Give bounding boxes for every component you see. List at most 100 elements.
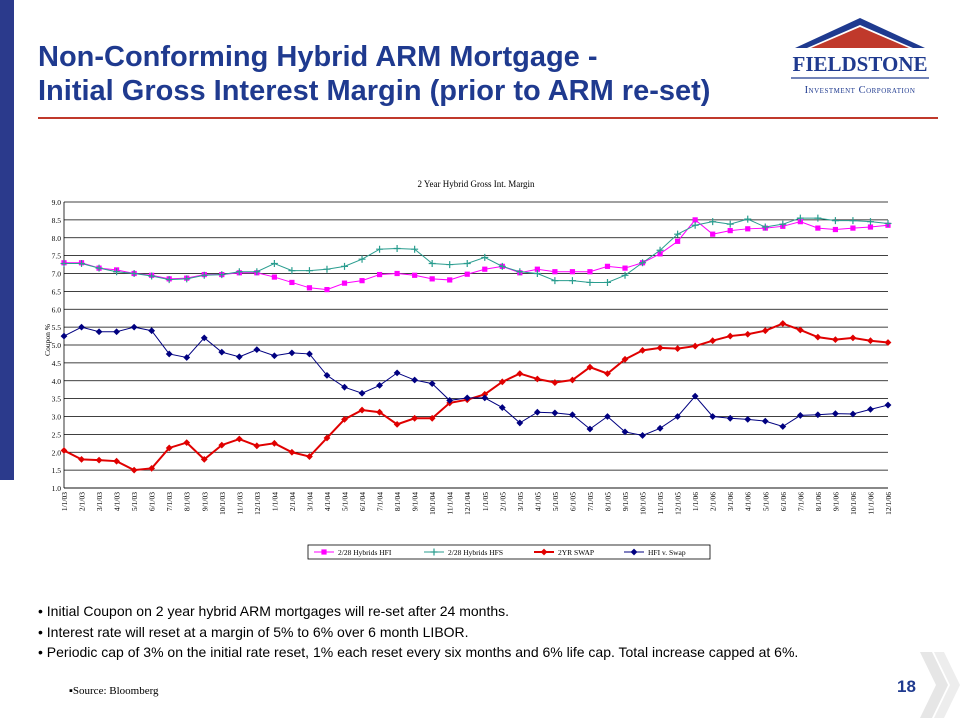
bullet-text: Periodic cap of 3% on the initial rate r…: [46, 644, 799, 660]
data-point-2-28-hybrids-hfs: [78, 259, 86, 267]
data-point-2-28-hybrids-hfs: [393, 244, 401, 252]
x-tick-label: 5/1/03: [130, 492, 139, 511]
x-tick-label: 2/1/03: [78, 492, 87, 511]
data-point-2yr-swap: [393, 420, 401, 428]
data-point-2yr-swap: [884, 339, 892, 346]
data-point-2-28-hybrids-hfs: [148, 272, 156, 280]
data-point-2-28-hybrids-hfs: [130, 270, 138, 277]
y-tick-label: 1.0: [52, 484, 62, 493]
data-point-2yr-swap: [95, 456, 103, 464]
data-point-hfi-v-swap: [288, 349, 296, 357]
x-tick-label: 1/1/06: [691, 492, 700, 511]
data-point-2-28-hybrids-hfi: [324, 286, 330, 293]
data-point-2yr-swap: [60, 447, 68, 454]
data-point-2yr-swap: [744, 330, 752, 338]
legend-label: 2/28 Hybrids HFI: [338, 548, 392, 557]
x-tick-label: 9/1/05: [621, 492, 630, 511]
x-tick-label: 6/1/04: [358, 492, 367, 511]
data-point-hfi-v-swap: [306, 350, 313, 358]
data-point-2yr-swap: [867, 337, 874, 345]
x-tick-label: 2/1/04: [288, 492, 297, 511]
chart-container: 2 Year Hybrid Gross Int. Margin 1.0 1.5 2.0…: [30, 175, 910, 570]
x-tick-label: 2/1/05: [498, 492, 507, 511]
x-tick-label: 10/1/03: [218, 492, 227, 515]
data-point-2-28-hybrids-hfs: [60, 259, 68, 267]
data-point-2yr-swap: [726, 332, 734, 340]
data-point-2-28-hybrids-hfi: [675, 238, 681, 244]
data-point-2-28-hybrids-hfs: [463, 259, 471, 267]
x-tick-label: 10/1/04: [428, 492, 437, 515]
data-point-hfi-v-swap: [200, 334, 208, 342]
data-point-2yr-swap: [586, 363, 594, 371]
data-point-2yr-swap: [516, 370, 524, 377]
legend-label: 2YR SWAP: [558, 548, 594, 557]
x-tick-label: 1/1/03: [60, 492, 69, 511]
data-point-hfi-v-swap: [586, 425, 594, 433]
x-tick-label: 8/1/04: [393, 492, 402, 511]
data-point-2-28-hybrids-hfi: [604, 263, 611, 269]
data-point-2-28-hybrids-hfi: [832, 226, 839, 233]
data-point-2yr-swap: [639, 346, 646, 354]
data-point-2-28-hybrids-hfi: [587, 269, 593, 275]
x-tick-label: 2/1/06: [709, 492, 718, 511]
bullet-item: • Interest rate will reset at a margin o…: [38, 623, 469, 640]
data-point-hfi-v-swap: [130, 323, 138, 331]
data-point-hfi-v-swap: [516, 419, 524, 427]
legend-marker: [630, 548, 638, 556]
data-point-2-28-hybrids-hfs: [235, 268, 243, 276]
data-point-2-28-hybrids-hfi: [447, 277, 453, 283]
data-point-2-28-hybrids-hfs: [709, 218, 717, 226]
bullet-text: Interest rate will reset at a margin of …: [46, 623, 469, 640]
data-point-2yr-swap: [78, 456, 85, 463]
data-point-2yr-swap: [288, 448, 296, 456]
data-point-hfi-v-swap: [656, 424, 664, 432]
data-point-hfi-v-swap: [726, 414, 734, 422]
bullet-text: Initial Coupon on 2 year hybrid ARM mort…: [46, 603, 510, 619]
x-tick-label: 5/1/04: [341, 492, 350, 511]
data-point-2-28-hybrids-hfs: [744, 215, 752, 223]
data-point-hfi-v-swap: [691, 392, 699, 400]
data-point-2yr-swap: [235, 435, 243, 443]
data-point-hfi-v-swap: [463, 394, 471, 402]
data-point-2-28-hybrids-hfs: [481, 253, 489, 261]
data-point-2-28-hybrids-hfs: [446, 261, 454, 269]
data-point-2yr-swap: [306, 453, 313, 460]
x-tick-label: 1/1/04: [270, 492, 279, 511]
data-point-2-28-hybrids-hfi: [710, 231, 716, 237]
data-point-2yr-swap: [779, 320, 787, 327]
logo-name: FIELDSTONE: [793, 52, 928, 76]
y-tick-label: 9.0: [52, 198, 62, 207]
data-point-2yr-swap: [709, 337, 717, 345]
data-point-2-28-hybrids-hfs: [358, 255, 366, 263]
data-point-2yr-swap: [428, 414, 436, 422]
data-point-hfi-v-swap: [78, 323, 85, 331]
y-tick-label: 4.5: [52, 359, 62, 368]
data-point-2yr-swap: [270, 439, 278, 447]
data-point-hfi-v-swap: [533, 408, 541, 416]
legend-label: HFI v. Swap: [648, 548, 686, 557]
data-point-2-28-hybrids-hfi: [815, 225, 821, 231]
x-tick-label: 8/1/05: [603, 492, 612, 511]
logo-roof-outer: [795, 18, 925, 48]
data-point-2-28-hybrids-hfs: [341, 262, 349, 270]
x-tick-label: 9/1/04: [411, 492, 420, 511]
y-tick-label: 3.5: [52, 395, 62, 404]
data-point-2-28-hybrids-hfi: [306, 285, 313, 291]
data-point-hfi-v-swap: [551, 409, 559, 417]
data-point-2-28-hybrids-hfi: [534, 266, 540, 272]
x-tick-label: 7/1/03: [165, 492, 174, 511]
data-point-2-28-hybrids-hfi: [657, 251, 663, 257]
data-point-2-28-hybrids-hfs: [411, 245, 419, 253]
data-point-2-28-hybrids-hfi: [464, 271, 470, 277]
data-point-hfi-v-swap: [393, 369, 401, 377]
x-tick-label: 9/1/03: [200, 492, 209, 511]
data-point-2-28-hybrids-hfs: [779, 220, 787, 228]
data-point-2yr-swap: [832, 336, 839, 344]
source-text: Source: Bloomberg: [72, 685, 159, 697]
data-point-2-28-hybrids-hfs: [674, 230, 682, 238]
data-point-hfi-v-swap: [744, 415, 752, 423]
x-tick-label: 10/1/06: [849, 492, 858, 515]
data-point-hfi-v-swap: [253, 346, 261, 354]
bullet-item: • Periodic cap of 3% on the initial rate…: [38, 644, 799, 660]
data-point-2-28-hybrids-hfs: [305, 267, 313, 275]
